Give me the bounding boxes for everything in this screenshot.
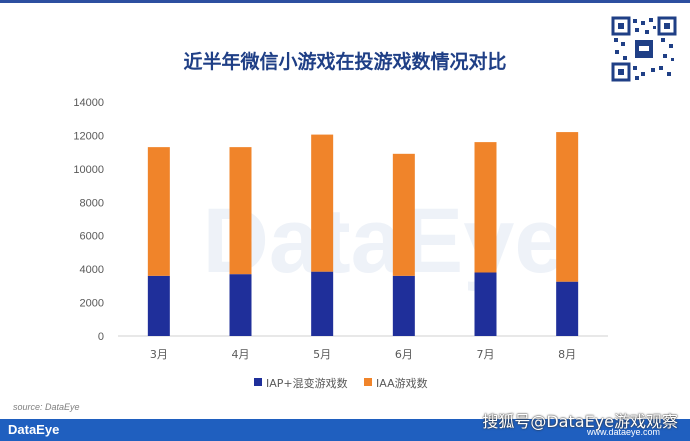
y-tick-label: 2000 bbox=[80, 298, 104, 310]
x-tick-label: 7月 bbox=[477, 348, 495, 361]
bar-iap-segment bbox=[392, 275, 415, 336]
bar-iaa-segment bbox=[556, 132, 579, 282]
bar-iap-segment bbox=[311, 271, 334, 336]
footer-logo: DataEye bbox=[8, 422, 60, 437]
bar-iaa-segment bbox=[474, 142, 497, 273]
bar-iap-segment bbox=[474, 272, 497, 336]
y-tick-label: 8000 bbox=[80, 197, 104, 209]
sohu-watermark: 搜狐号@DataEye游戏观察 bbox=[482, 412, 678, 431]
y-tick-label: 4000 bbox=[80, 264, 104, 276]
y-tick-label: 10000 bbox=[73, 164, 104, 176]
y-tick-label: 12000 bbox=[73, 130, 104, 142]
bar-iap-segment bbox=[556, 281, 579, 336]
legend-label: IAP+混变游戏数 bbox=[266, 376, 348, 390]
bar-iaa-segment bbox=[147, 147, 170, 276]
bar-iaa-segment bbox=[229, 147, 252, 275]
legend-swatch bbox=[364, 378, 372, 386]
y-tick-label: 0 bbox=[98, 331, 104, 343]
x-tick-label: 3月 bbox=[150, 348, 168, 361]
chart-title: 近半年微信小游戏在投游戏数情况对比 bbox=[183, 51, 507, 73]
bar-iaa-segment bbox=[392, 153, 415, 276]
top-accent-line bbox=[0, 0, 690, 3]
x-tick-label: 6月 bbox=[395, 348, 413, 361]
x-tick-label: 8月 bbox=[558, 348, 576, 361]
background-watermark: DataEye bbox=[202, 190, 565, 292]
qr-code-icon bbox=[611, 16, 677, 82]
legend-swatch bbox=[254, 378, 262, 386]
bar-iap-segment bbox=[147, 275, 170, 336]
legend-label: IAA游戏数 bbox=[376, 377, 428, 390]
bar-iap-segment bbox=[229, 274, 252, 336]
footer-bar: DataEye bbox=[0, 419, 690, 441]
x-tick-label: 4月 bbox=[232, 348, 250, 361]
bar-iaa-segment bbox=[311, 134, 334, 272]
source-note: source: DataEye bbox=[13, 402, 80, 412]
x-tick-label: 5月 bbox=[313, 348, 331, 361]
y-tick-label: 6000 bbox=[80, 231, 104, 243]
y-tick-label: 14000 bbox=[73, 97, 104, 109]
watermark-url: www.dataeye.com bbox=[586, 427, 660, 437]
